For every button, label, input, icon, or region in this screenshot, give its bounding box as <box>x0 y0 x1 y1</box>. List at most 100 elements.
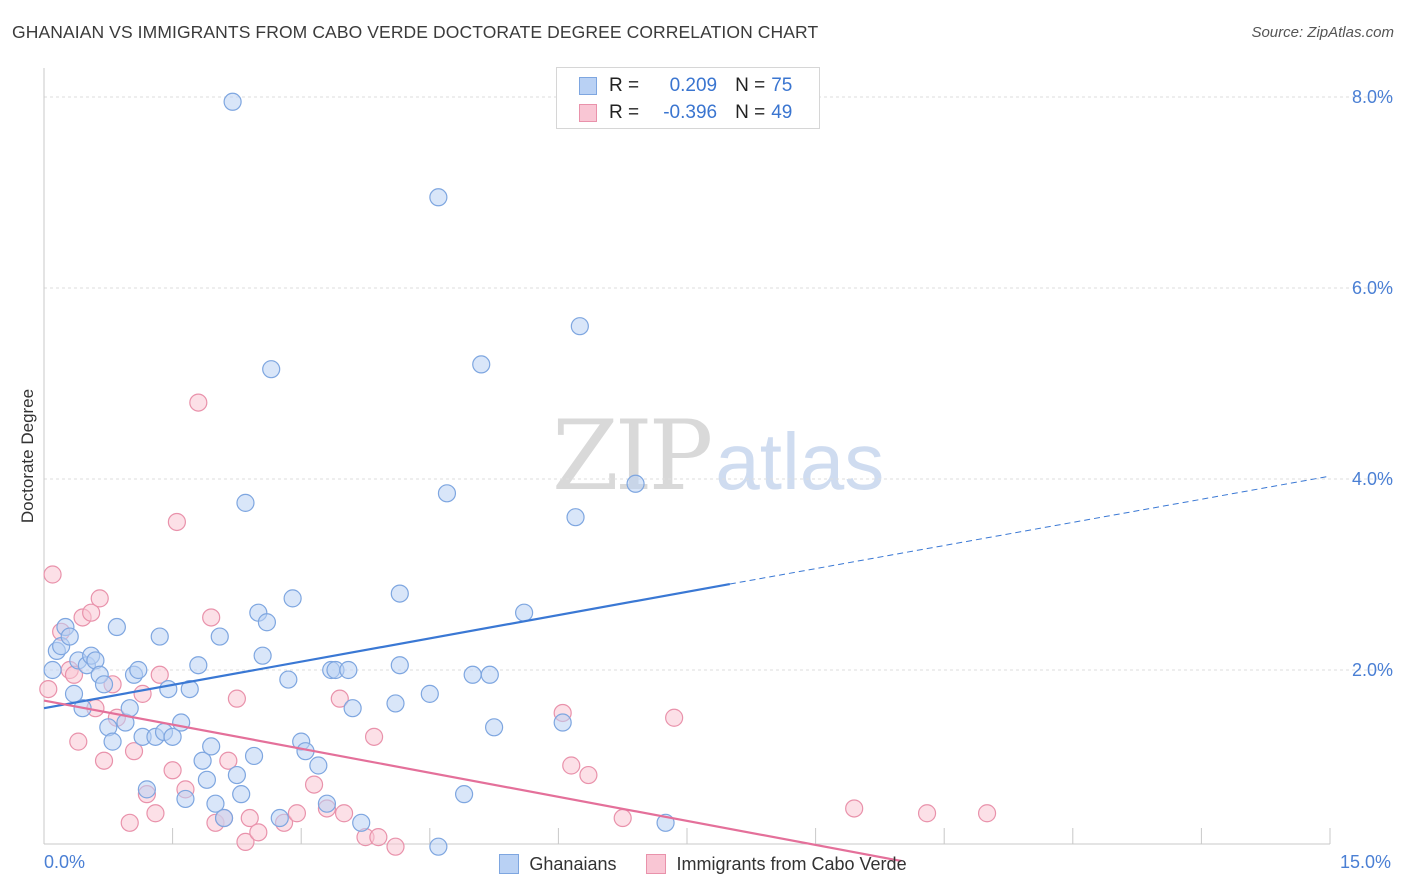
legend-item-ghanaians: Ghanaians <box>499 854 616 875</box>
legend-n-label: N = <box>735 75 766 96</box>
ghanaian-point <box>420 684 439 703</box>
ghanaian-point <box>163 727 182 746</box>
ghanaian-point <box>429 188 448 207</box>
legend-r-label: R = <box>609 102 640 123</box>
ghanaian-point <box>227 765 246 785</box>
legend-row-cabo-verde: R = -0.396 N = 49 <box>579 100 792 126</box>
chart-source: Source: ZipAtlas.com <box>1251 24 1394 41</box>
ghanaian-point <box>60 627 79 646</box>
cabo-verde-point <box>562 756 581 775</box>
ghanaian-point <box>472 355 491 374</box>
cabo-verde-point <box>287 804 307 823</box>
cabo-verde-point <box>364 727 384 746</box>
cabo-verde-point <box>124 742 144 761</box>
legend-item-cabo-verde: Immigrants from Cabo Verde <box>646 853 907 875</box>
cabo-verde-point <box>219 751 238 770</box>
ghanaian-point <box>150 627 169 646</box>
cabo-verde-point <box>334 804 354 823</box>
cabo-verde-point <box>163 761 182 780</box>
legend-n-value: 49 <box>771 102 793 123</box>
ghanaian-point <box>129 660 148 680</box>
ghanaian-point <box>566 508 585 527</box>
ghanaian-point <box>386 694 405 713</box>
ghanaian-point <box>463 665 482 684</box>
legend-r-value: 0.209 <box>669 75 718 96</box>
ghanaian-point <box>103 732 122 751</box>
cabo-verde-point <box>304 775 324 794</box>
ghanaian-point <box>553 713 572 732</box>
ghanaian-point <box>210 627 229 646</box>
cabo-verde-point <box>330 689 349 708</box>
ghanaian-point <box>176 789 195 809</box>
gridlines <box>44 96 1392 671</box>
cabo-verde-point <box>43 565 62 584</box>
cabo-verde-point <box>236 832 255 852</box>
legend-n-label: N = <box>735 102 766 123</box>
cabo-verde-point <box>167 512 186 532</box>
ghanaian-point <box>180 679 199 699</box>
cabo-verde-point <box>94 751 114 770</box>
ghanaian-point <box>515 603 534 622</box>
cabo-verde-point <box>386 837 405 856</box>
correlation-legend: R = 0.209 N = 75 R = -0.396 N = 49 <box>556 67 820 129</box>
cabo-verde-point <box>977 804 997 823</box>
x-tick-label-max: 15.0% <box>1340 852 1392 872</box>
ghanaian-point <box>43 660 62 680</box>
cabo-verde-point <box>917 804 937 823</box>
ghanaian-point <box>244 746 264 766</box>
cabo-verde-point <box>146 804 165 823</box>
ghanaian-point <box>172 713 191 732</box>
series-legend: Ghanaians Immigrants from Cabo Verde <box>0 850 1406 878</box>
legend-label-cabo-verde: Immigrants from Cabo Verde <box>676 853 907 874</box>
ghanaian-point <box>343 699 362 718</box>
series-ghanaians-points <box>43 92 675 856</box>
ghanaian-point <box>390 584 409 603</box>
cabo-verde-point <box>845 799 864 818</box>
cabo-verde-point <box>120 813 139 832</box>
ghanaian-trend-line <box>43 582 731 710</box>
legend-swatch-pink <box>579 104 597 122</box>
ghanaian-point <box>197 770 216 789</box>
ghanaian-trend-extension <box>729 475 1331 585</box>
ghanaian-point <box>283 589 302 608</box>
y-tick-labels: 2.0% 4.0% 6.0% 8.0% <box>1352 87 1393 680</box>
ghanaian-point <box>626 474 645 493</box>
ghanaian-point <box>570 317 589 336</box>
cabo-verde-point <box>369 828 388 847</box>
ghanaian-point <box>485 718 504 737</box>
cabo-verde-point <box>69 732 88 751</box>
x-ticks <box>172 828 1331 844</box>
legend-swatch-pink <box>646 854 667 874</box>
ghanaian-point <box>202 737 221 756</box>
ghanaian-point <box>317 794 337 813</box>
cabo-verde-point <box>133 684 152 703</box>
cabo-verde-point <box>150 665 169 684</box>
legend-r-value: -0.396 <box>663 102 718 123</box>
legend-label-ghanaians: Ghanaians <box>529 853 617 874</box>
cabo-verde-point <box>249 823 268 842</box>
ghanaian-point <box>193 751 212 770</box>
cabo-verde-point <box>82 603 101 622</box>
legend-n-value: 75 <box>771 75 793 96</box>
ghanaian-point <box>107 617 126 637</box>
legend-r-label: R = <box>609 75 640 96</box>
ghanaian-point <box>137 780 156 799</box>
cabo-verde-point <box>579 765 598 785</box>
ghanaian-point <box>270 808 289 828</box>
ghanaian-point <box>189 656 208 675</box>
ghanaian-point <box>480 665 499 684</box>
ghanaian-point <box>257 613 277 632</box>
ghanaian-point <box>236 493 255 512</box>
cabo-verde-trend-line <box>43 699 902 863</box>
cabo-verde-point <box>613 808 632 828</box>
ghanaian-point <box>454 785 474 804</box>
y-axis-label: Doctorate Degree <box>18 389 37 523</box>
ghanaian-point <box>120 699 139 718</box>
cabo-verde-point <box>90 589 109 608</box>
legend-row-ghanaians: R = 0.209 N = 75 <box>579 73 792 99</box>
ghanaian-point <box>223 92 242 111</box>
ghanaian-point <box>339 660 358 680</box>
y-tick-label: 6.0% <box>1352 278 1393 298</box>
cabo-verde-point <box>665 708 684 727</box>
